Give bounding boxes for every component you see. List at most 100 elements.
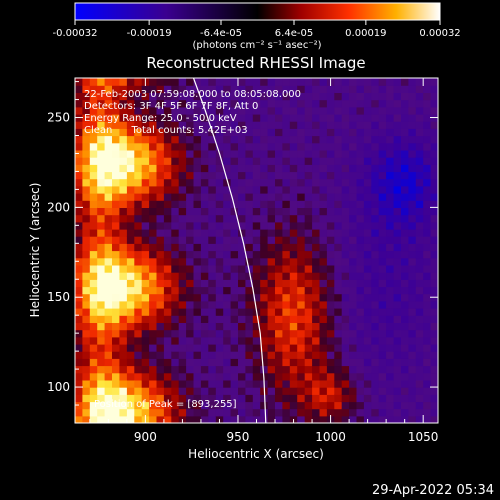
heatmap-cell xyxy=(275,171,283,180)
heatmap-cell xyxy=(378,387,387,395)
heatmap-cell xyxy=(312,228,321,237)
heatmap-cell xyxy=(149,358,158,367)
heatmap-cell xyxy=(208,300,217,309)
heatmap-cell xyxy=(349,171,358,180)
heatmap-cell xyxy=(149,286,158,295)
heatmap-cell xyxy=(282,336,291,345)
heatmap-cell xyxy=(371,358,380,367)
heatmap-cell xyxy=(267,106,276,115)
heatmap-cell xyxy=(386,322,395,331)
heatmap-cell xyxy=(252,243,261,252)
heatmap-cell xyxy=(186,394,195,403)
heatmap-cell xyxy=(178,408,187,417)
heatmap-cell xyxy=(356,365,365,374)
heatmap-cell xyxy=(149,207,158,216)
heatmap-cell xyxy=(134,286,143,295)
heatmap-cell xyxy=(363,113,372,122)
heatmap-cell xyxy=(230,365,239,374)
heatmap-cell xyxy=(297,336,306,345)
heatmap-cell xyxy=(178,379,187,388)
heatmap-cell xyxy=(134,171,143,180)
heatmap-cell xyxy=(245,171,254,180)
heatmap-cell xyxy=(178,228,187,237)
heatmap-cell xyxy=(126,279,135,288)
heatmap-cell xyxy=(171,106,180,115)
heatmap-cell xyxy=(356,164,365,173)
heatmap-cell xyxy=(156,379,165,388)
heatmap-cell xyxy=(282,113,291,122)
heatmap-cell xyxy=(378,279,387,288)
heatmap-cell xyxy=(163,214,172,223)
heatmap-cell xyxy=(252,293,261,302)
heatmap-cell xyxy=(178,171,187,180)
heatmap-cell xyxy=(319,178,328,187)
heatmap-cell xyxy=(119,257,128,266)
heatmap-cell xyxy=(178,135,187,144)
heatmap-cell xyxy=(245,243,254,252)
heatmap-cell xyxy=(223,358,232,367)
heatmap-cell xyxy=(215,293,224,302)
heatmap-cell xyxy=(171,149,180,158)
heatmap-cell xyxy=(200,207,209,216)
heatmap-cell xyxy=(163,401,172,410)
heatmap-cell xyxy=(156,214,165,223)
heatmap-cell xyxy=(312,415,321,423)
heatmap-cell xyxy=(215,214,224,223)
heatmap-cell xyxy=(178,142,187,151)
heatmap-cell xyxy=(223,308,232,316)
heatmap-cell xyxy=(208,379,217,388)
heatmap-cell xyxy=(378,121,387,129)
heatmap-cell xyxy=(126,408,135,417)
heatmap-cell xyxy=(215,343,224,352)
heatmap-cell xyxy=(149,379,158,388)
heatmap-cell xyxy=(171,351,180,359)
heatmap-cells xyxy=(75,78,438,423)
heatmap-cell xyxy=(186,372,195,381)
heatmap-cell xyxy=(193,113,202,122)
heatmap-cell xyxy=(393,99,402,108)
heatmap-cell xyxy=(393,135,402,144)
heatmap-cell xyxy=(430,279,438,288)
heatmap-cell xyxy=(223,372,232,381)
heatmap-cell xyxy=(371,78,380,86)
heatmap-cell xyxy=(319,157,328,165)
heatmap-cell xyxy=(282,207,291,216)
heatmap-cell xyxy=(149,308,158,316)
heatmap-cell xyxy=(260,358,269,367)
heatmap-cell xyxy=(230,315,239,323)
heatmap-cell xyxy=(97,164,106,173)
heatmap-cell xyxy=(186,279,195,288)
heatmap-cell xyxy=(238,387,246,395)
heatmap-cell xyxy=(134,308,143,316)
heatmap-cell xyxy=(215,221,224,230)
heatmap-cell xyxy=(97,85,106,93)
heatmap-cell xyxy=(171,228,180,237)
heatmap-cell xyxy=(230,257,239,266)
heatmap-cell xyxy=(223,336,232,345)
heatmap-cell xyxy=(423,214,432,223)
heatmap-cell xyxy=(430,200,438,208)
heatmap-cell xyxy=(238,293,246,302)
heatmap-cell xyxy=(275,121,283,129)
heatmap-cell xyxy=(349,272,358,280)
heatmap-cell xyxy=(149,113,158,122)
heatmap-cell xyxy=(401,372,409,381)
heatmap-cell xyxy=(252,228,261,237)
heatmap-cell xyxy=(349,286,358,295)
heatmap-cell xyxy=(82,315,91,323)
heatmap-cell xyxy=(423,250,432,259)
heatmap-cell xyxy=(97,171,106,180)
heatmap-cell xyxy=(378,185,387,194)
heatmap-cell xyxy=(245,279,254,288)
heatmap-cell xyxy=(245,113,254,122)
heatmap-cell xyxy=(238,372,246,381)
heatmap-cell xyxy=(186,315,195,323)
heatmap-cell xyxy=(386,315,395,323)
heatmap-cell xyxy=(289,365,298,374)
heatmap-cell xyxy=(163,300,172,309)
heatmap-cell xyxy=(349,365,358,374)
y-tick-label: 200 xyxy=(47,200,70,214)
heatmap-cell xyxy=(134,387,143,395)
heatmap-cell xyxy=(126,401,135,410)
heatmap-cell xyxy=(319,185,328,194)
